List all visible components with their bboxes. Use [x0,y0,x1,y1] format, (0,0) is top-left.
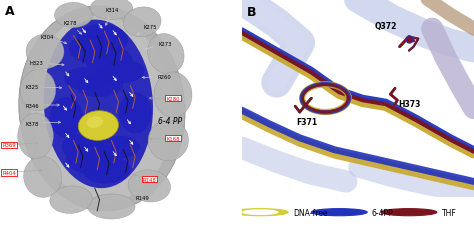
Text: K280: K280 [166,96,180,101]
Text: K278: K278 [63,21,82,35]
Text: K378: K378 [25,121,61,126]
Ellipse shape [128,170,171,202]
Text: 6-4PP: 6-4PP [372,208,393,217]
Text: K314: K314 [106,8,119,26]
Text: K273: K273 [145,42,172,51]
Text: R346: R346 [25,103,59,108]
Ellipse shape [97,136,140,159]
Text: K325: K325 [25,85,62,90]
Text: K275: K275 [137,25,157,36]
Ellipse shape [69,36,111,64]
Ellipse shape [78,111,118,141]
Circle shape [243,210,278,215]
Ellipse shape [85,48,133,75]
Ellipse shape [88,194,135,219]
Circle shape [381,209,437,216]
Ellipse shape [31,16,173,202]
Ellipse shape [20,70,56,111]
Ellipse shape [19,7,185,211]
Text: Q372: Q372 [374,22,397,31]
Text: DNA-free: DNA-free [293,208,328,217]
Ellipse shape [64,68,107,91]
Text: THF: THF [441,208,456,217]
Ellipse shape [62,134,104,161]
Ellipse shape [76,25,128,57]
Ellipse shape [102,61,145,84]
Text: A: A [5,5,14,17]
Text: B: B [246,6,256,19]
Ellipse shape [66,143,118,175]
Ellipse shape [26,35,64,69]
Text: F371: F371 [296,118,317,127]
Text: R260: R260 [142,75,172,80]
Text: R148: R148 [142,177,156,182]
Ellipse shape [83,157,130,184]
Text: R149: R149 [130,191,149,200]
Text: K168: K168 [166,136,180,141]
Circle shape [311,209,367,216]
Ellipse shape [123,8,161,38]
Ellipse shape [148,35,184,74]
Ellipse shape [24,157,62,197]
Ellipse shape [118,93,152,134]
Circle shape [232,209,288,216]
Ellipse shape [55,3,92,28]
Ellipse shape [44,20,153,188]
Text: H373: H373 [398,99,420,108]
Ellipse shape [90,0,133,20]
Ellipse shape [50,186,92,213]
Ellipse shape [76,75,123,98]
Ellipse shape [87,117,103,128]
Text: R369: R369 [2,143,16,148]
Ellipse shape [148,120,189,161]
Text: K304: K304 [41,35,66,44]
Ellipse shape [154,73,192,118]
Text: R404: R404 [2,170,16,175]
Ellipse shape [50,98,83,138]
Text: 6-4 PP: 6-4 PP [157,117,182,126]
Text: H323: H323 [30,61,64,67]
Ellipse shape [18,114,53,159]
